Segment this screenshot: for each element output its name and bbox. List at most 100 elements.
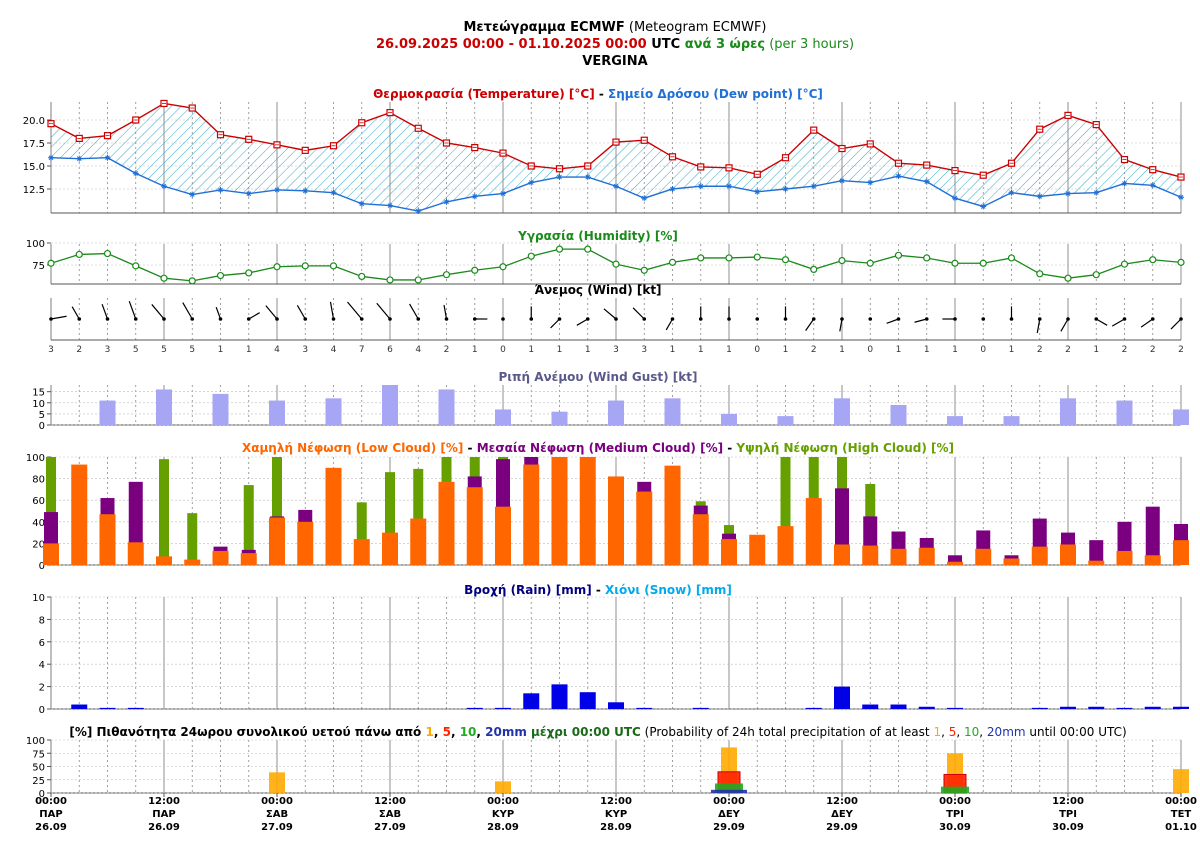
- wind-speed-label: 1: [726, 345, 732, 355]
- rain-bar: [1144, 706, 1161, 709]
- dewpoint-marker-stroke: [670, 186, 675, 192]
- x-tick-day: ΣΑΒ: [379, 809, 401, 820]
- wind-arrow: [1111, 318, 1125, 327]
- wind-speed-label: 1: [1093, 345, 1099, 355]
- low-cloud-bar: [127, 542, 144, 565]
- wind-speed-label: 4: [415, 345, 421, 355]
- dewpoint-marker: [302, 187, 309, 194]
- low-cloud-bar: [579, 457, 596, 565]
- dewpoint-marker-stroke: [641, 195, 647, 201]
- dewpoint-marker: [528, 179, 535, 186]
- wind-arrow: [71, 306, 80, 320]
- humidity-marker: [188, 277, 196, 285]
- wind-arrow: [443, 304, 448, 320]
- wind-speed-label: 1: [924, 345, 930, 355]
- temperature-panel-title: Θερμοκρασία (Temperature) [°C] - Σημείο …: [373, 87, 823, 101]
- humidity-marker: [103, 249, 112, 258]
- rain-bar: [636, 707, 653, 709]
- wind-speed-label: 6: [387, 345, 393, 355]
- y-tick-label: 6: [39, 638, 45, 649]
- cloud-panel-title: Χαμηλή Νέφωση (Low Cloud) [%] - Μεσαία Ν…: [242, 441, 954, 455]
- wind-arrow: [347, 301, 363, 320]
- dewpoint-marker: [867, 179, 874, 186]
- wind-arrow: [296, 305, 306, 320]
- wind-speed-label: 3: [105, 345, 111, 355]
- rain-bar: [1031, 707, 1048, 709]
- x-tick-date: 30.09: [939, 822, 971, 833]
- wind-station-dot: [501, 317, 505, 321]
- gust-bar: [1060, 398, 1076, 425]
- rain-bar: [71, 704, 88, 709]
- x-tick-day: ΤΕΤ: [1171, 809, 1192, 820]
- x-tick-time: 12:00: [374, 796, 406, 807]
- low-cloud-bar: [466, 487, 483, 565]
- low-cloud-bar: [664, 465, 681, 565]
- y-tick-label: 5: [39, 410, 45, 421]
- humidity-panel-title: Υγρασία (Humidity) [%]: [517, 229, 678, 243]
- x-tick-date: 29.09: [713, 822, 745, 833]
- wind-arrow: [329, 301, 335, 320]
- wind-arrow: [632, 307, 645, 320]
- wind-speed-label: 2: [1065, 345, 1071, 355]
- dewpoint-marker-stroke: [415, 208, 421, 214]
- humidity-marker: [329, 262, 338, 270]
- wind-arrow: [215, 306, 222, 320]
- rain-bar: [1088, 706, 1105, 709]
- x-tick-day: ΚΥΡ: [492, 809, 514, 820]
- wind-arrow: [576, 318, 589, 326]
- y-tick-label: 2: [39, 683, 45, 694]
- dewpoint-marker: [584, 174, 591, 181]
- x-tick-day: ΠΑΡ: [39, 809, 62, 820]
- wind-speed-label: 1: [472, 345, 478, 355]
- wind-arrow: [839, 318, 843, 332]
- gust-bar: [777, 416, 794, 425]
- wind-arrow: [151, 304, 165, 320]
- x-tick-date: 26.09: [35, 822, 67, 833]
- y-tick-label: 20.0: [23, 116, 45, 127]
- dewpoint-marker: [895, 173, 902, 180]
- gust-bar: [834, 398, 850, 425]
- low-cloud-bar: [353, 539, 370, 565]
- dewpoint-marker-stroke: [557, 174, 562, 180]
- probability-panel: 100 75 50 25 0: [26, 736, 1189, 800]
- low-cloud-bar: [777, 526, 794, 565]
- humidity-marker: [612, 260, 620, 268]
- dewpoint-marker-stroke: [500, 191, 506, 196]
- low-cloud-bar: [1031, 546, 1048, 565]
- x-tick-time: 00:00: [487, 796, 519, 807]
- gust-bar: [1173, 409, 1189, 425]
- probability-panel-title: [%] Πιθανότητα 24ωρου συνολικού υετού πά…: [69, 725, 1126, 739]
- step-english: (per 3 hours): [765, 37, 854, 52]
- prob-1mm-bar: [1173, 769, 1189, 793]
- y-tick-label: 10: [32, 593, 45, 604]
- wind-arrow: [805, 318, 815, 331]
- humidity-marker: [1120, 260, 1129, 268]
- low-cloud-bar: [947, 561, 963, 565]
- wind-panel: 3 2 3 5 5 5 1 1 4 3 4 7 6 4 2 1 0 1 1 1 3 3 1 1 1 0 1 2 1 0 1 1 1 0 1 2 2 1 2 2…: [48, 298, 1184, 355]
- prob-10mm-bar: [715, 783, 743, 793]
- title-english: (Meteogram ECMWF): [625, 20, 767, 35]
- humidity-marker: [1007, 254, 1016, 262]
- dewpoint-marker: [923, 178, 930, 185]
- low-cloud-bar: [523, 464, 540, 565]
- humidity-marker: [555, 245, 564, 253]
- utc-label: UTC: [647, 37, 685, 52]
- rain-bar: [918, 706, 935, 709]
- y-tick-label: 20: [32, 539, 45, 550]
- low-cloud-bar: [692, 514, 709, 565]
- x-tick-date: 01.10: [1165, 822, 1197, 833]
- high-cloud-bar: [187, 513, 198, 565]
- humidity-marker: [301, 262, 309, 270]
- dewpoint-marker-stroke: [811, 183, 817, 189]
- dewpoint-marker: [443, 198, 450, 205]
- x-tick-day: ΤΡΙ: [946, 809, 964, 820]
- low-cloud-bar: [269, 517, 285, 565]
- dewpoint-marker: [500, 190, 506, 197]
- wind-speed-label: 1: [698, 345, 704, 355]
- gust-bar: [1116, 400, 1133, 425]
- humidity-marker: [584, 245, 592, 253]
- humidity-marker: [499, 263, 507, 271]
- dewpoint-marker-stroke: [274, 187, 280, 193]
- low-cloud-bar: [749, 534, 766, 565]
- dewpoint-marker: [1149, 182, 1156, 189]
